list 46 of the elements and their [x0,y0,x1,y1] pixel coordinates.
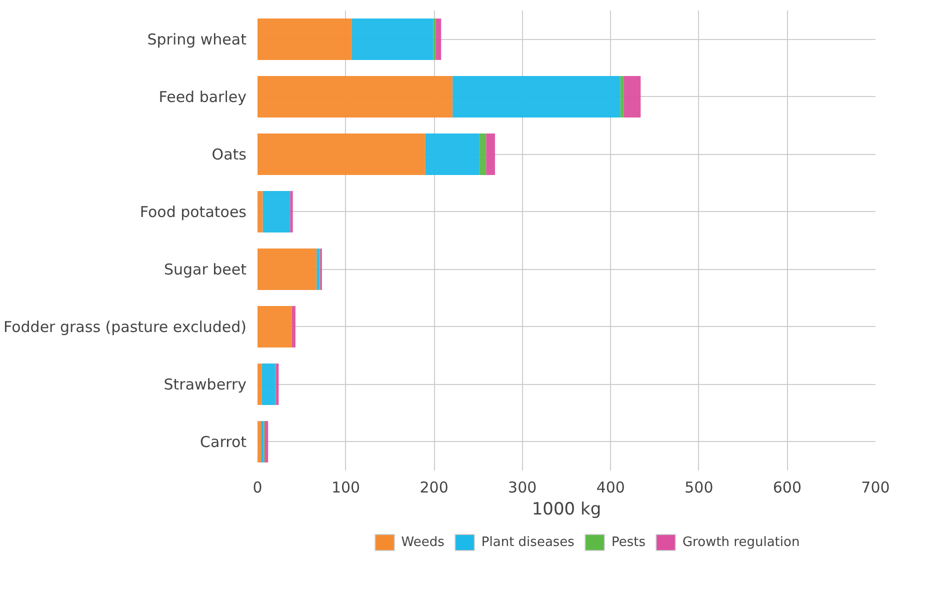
x-tick-label: 400 [596,478,625,496]
bar [258,18,352,60]
y-tick-label: Food potatoes [140,202,247,221]
bar [433,18,436,60]
bar [276,364,279,405]
bar [262,191,290,232]
bar [352,18,434,60]
bar [258,134,426,175]
bar [316,248,320,290]
bar [262,364,276,405]
y-tick-label: Sugar beet [164,260,247,278]
x-tick-label: 300 [508,478,537,496]
bar [258,364,262,405]
x-tick-label: 100 [331,478,360,496]
bar [258,248,317,290]
legend-label: Plant diseases [481,534,574,550]
legend-label: Weeds [401,534,444,550]
x-tick-label: 600 [772,478,802,496]
x-tick-label: 500 [684,478,714,496]
bar [452,76,620,118]
y-tick-label: Feed barley [158,88,247,106]
x-tick-label: 700 [861,478,890,496]
legend-label: Pests [611,534,646,550]
y-tick-label: Strawberry [164,375,247,394]
bar [624,76,641,118]
x-tick-label: 0 [252,478,262,496]
bar [264,421,268,462]
bar [620,76,624,118]
bar [261,421,264,462]
bar [258,306,292,348]
bar [258,76,453,118]
bar [486,134,495,175]
bar [292,306,296,348]
bar [258,421,262,462]
bar [290,191,293,232]
x-axis-title: 1000 kg [532,500,602,520]
bar [258,191,263,232]
y-tick-label: Carrot [200,432,247,451]
bar [425,134,480,175]
legend-label: Growth regulation [682,534,800,550]
x-tick-label: 200 [420,478,448,496]
y-tick-label: Oats [212,145,247,164]
bar [479,134,486,175]
y-tick-label: Fodder grass (pasture excluded) [4,318,247,336]
y-tick-label: Spring wheat [147,30,247,48]
bar [436,18,442,60]
